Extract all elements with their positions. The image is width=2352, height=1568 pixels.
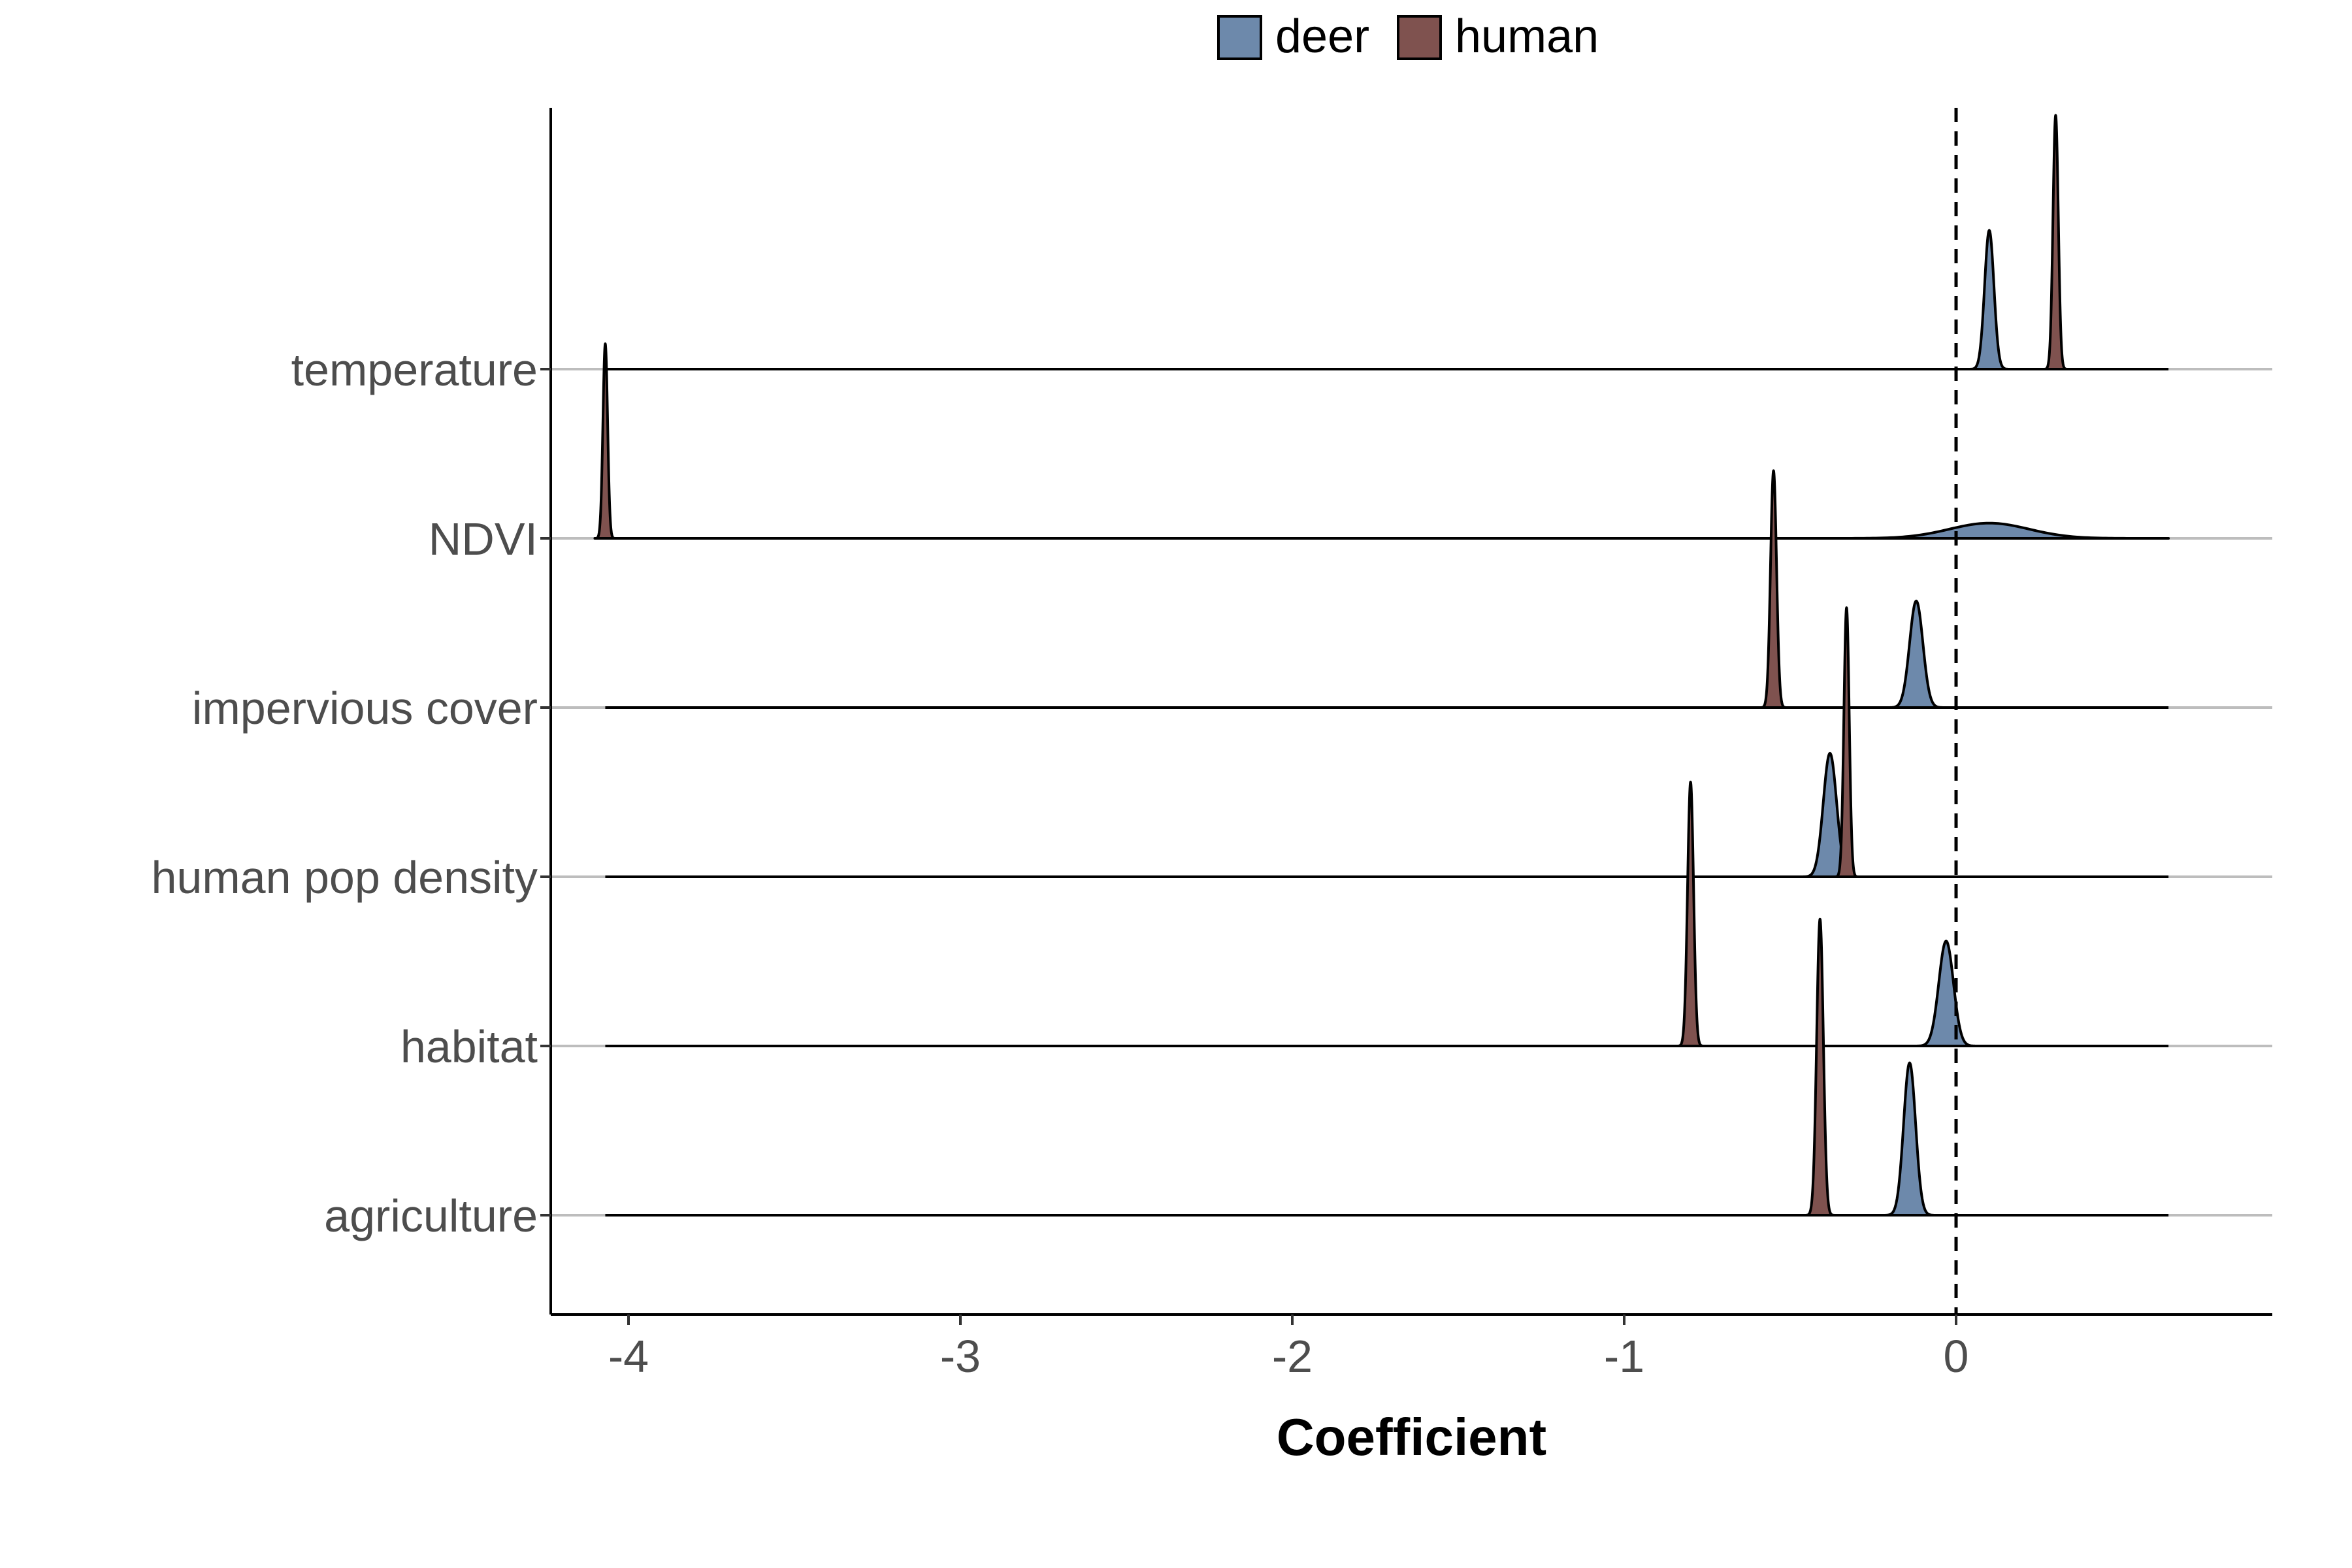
legend-key-deer <box>1217 15 1262 60</box>
x-axis-title: Coefficient <box>1277 1408 1546 1466</box>
legend-label-deer: deer <box>1275 10 1369 63</box>
density-human-ndvi <box>593 342 617 540</box>
x-tick-label: -2 <box>1272 1331 1313 1382</box>
density-deer-impervious-cover <box>1885 599 1948 709</box>
x-tick-label: -4 <box>608 1331 649 1382</box>
density-deer-agriculture <box>1881 1061 1938 1217</box>
density-deer-temperature <box>1967 229 2012 370</box>
density-human-temperature <box>2042 114 2069 370</box>
y-tick-label: temperature <box>291 344 538 395</box>
y-tick-label: impervious cover <box>192 683 538 734</box>
y-tick-label: agriculture <box>324 1190 538 1241</box>
x-tick-label: 0 <box>1944 1331 1969 1382</box>
density-deer-ndvi <box>1808 521 2170 540</box>
x-tick-label: -3 <box>940 1331 981 1382</box>
y-tick-label: habitat <box>400 1021 538 1072</box>
density-human-human-pop-density <box>1833 606 1860 878</box>
density-deer-habitat <box>1912 939 1981 1047</box>
x-tick-label: -1 <box>1604 1331 1644 1382</box>
density-human-impervious-cover <box>1759 469 1789 709</box>
y-tick-label: NDVI <box>429 514 538 564</box>
density-human-agriculture <box>1803 917 1837 1217</box>
y-tick-label: human pop density <box>151 852 538 903</box>
density-human-habitat <box>1676 780 1706 1047</box>
legend-label-human: human <box>1455 10 1599 63</box>
legend-key-human <box>1397 15 1442 60</box>
